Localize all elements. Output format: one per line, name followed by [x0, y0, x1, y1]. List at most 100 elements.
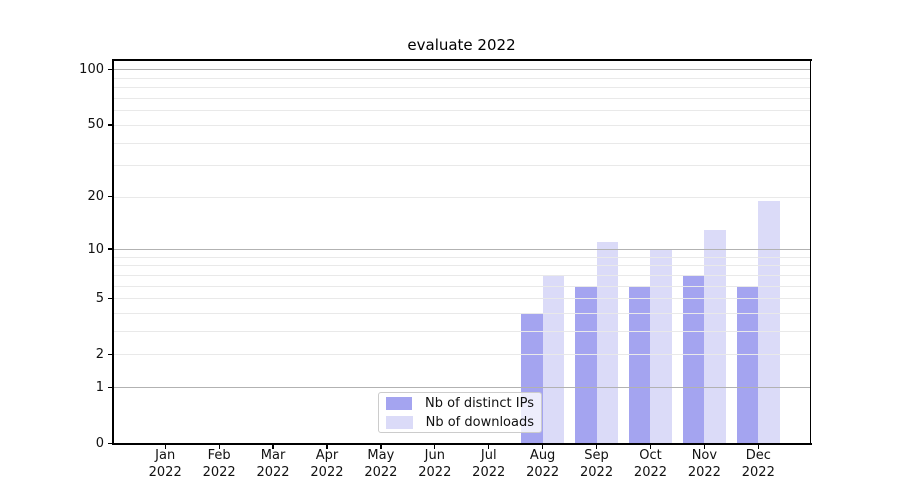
x-tick-label-year: 2022: [364, 464, 398, 480]
gridline-minor: [113, 165, 810, 167]
y-tick-label: 2: [95, 346, 104, 362]
x-tick-label: May 2022: [348, 448, 414, 481]
bar-distinct-ips-nov: [682, 274, 705, 444]
gridline-minor: [113, 265, 810, 267]
gridline-minor: [113, 256, 810, 258]
legend-swatch-downloads-icon: [386, 415, 413, 429]
x-tick-label-month: Jan: [155, 448, 176, 463]
x-tick-label: Jan 2022: [132, 448, 198, 481]
y-tick-label: 1: [95, 379, 104, 395]
gridline-minor: [113, 98, 810, 100]
x-tick-label-year: 2022: [526, 464, 560, 480]
y-tick-label: 50: [87, 117, 104, 133]
x-tick: [595, 444, 598, 449]
x-tick-label-year: 2022: [472, 464, 506, 480]
legend-label-distinct-ips: Nb of distinct IPs: [425, 395, 534, 411]
x-tick-label: Jun 2022: [402, 448, 468, 481]
x-tick: [703, 444, 706, 449]
x-tick: [434, 444, 436, 449]
gridline-minor: [113, 142, 810, 144]
x-tick-label: Dec 2022: [725, 448, 791, 481]
y-tick: [108, 124, 113, 126]
gridline-minor: [113, 124, 810, 126]
gridline-minor: [113, 312, 810, 314]
gridline-major: [113, 249, 810, 251]
x-tick-label: Oct 2022: [617, 448, 683, 481]
x-tick-label: Feb 2022: [186, 448, 252, 481]
x-tick-label-year: 2022: [418, 464, 452, 480]
axis-spine-top: [112, 59, 812, 61]
gridline-minor: [113, 298, 810, 300]
bar-downloads-aug: [542, 274, 565, 444]
x-tick-label-month: Sep: [584, 448, 609, 463]
x-tick: [649, 444, 652, 449]
x-tick-label-year: 2022: [202, 464, 236, 480]
y-tick: [108, 68, 113, 71]
y-tick-label: 10: [87, 241, 104, 257]
x-tick-label-month: Mar: [260, 448, 286, 463]
x-tick-label: Mar 2022: [240, 448, 306, 481]
gridline-major: [113, 387, 810, 389]
x-tick: [757, 444, 760, 449]
legend-swatch-distinct-ips-icon: [386, 396, 413, 410]
x-tick: [164, 444, 166, 449]
gridline-minor: [113, 110, 810, 112]
x-tick-label: Jul 2022: [456, 448, 522, 481]
y-tick: [108, 386, 113, 388]
x-tick-label: Aug 2022: [510, 448, 576, 481]
x-tick-label-year: 2022: [148, 464, 182, 480]
bar-downloads-dec: [758, 200, 781, 444]
x-tick-label-year: 2022: [741, 464, 775, 480]
x-tick-label-month: Jul: [480, 448, 497, 463]
x-tick: [380, 444, 382, 449]
y-tick: [108, 353, 113, 355]
legend-label-downloads: Nb of downloads: [425, 414, 534, 430]
x-tick-label-month: Apr: [315, 448, 339, 463]
x-tick: [488, 444, 490, 449]
x-tick-label-month: Dec: [745, 448, 771, 463]
bar-distinct-ips-sep: [574, 285, 597, 444]
axis-spine-left: [112, 59, 114, 445]
bar-downloads-sep: [596, 242, 619, 444]
bar-distinct-ips-dec: [736, 285, 759, 444]
bar-downloads-nov: [704, 229, 727, 444]
y-tick: [108, 442, 113, 444]
x-tick-label-month: May: [367, 448, 395, 463]
bar-downloads-oct: [650, 249, 673, 444]
x-tick-label: Nov 2022: [671, 448, 737, 481]
gridline-minor: [113, 285, 810, 287]
x-tick-label-year: 2022: [310, 464, 344, 480]
gridline-major: [113, 69, 810, 71]
x-tick-label-year: 2022: [687, 464, 721, 480]
legend-item-downloads: Nb of downloads: [386, 415, 534, 430]
x-tick: [272, 444, 274, 449]
gridline-minor: [113, 331, 810, 333]
x-tick-label-year: 2022: [633, 464, 668, 480]
x-tick-label-month: Oct: [639, 448, 662, 463]
x-tick-label: Apr 2022: [294, 448, 360, 481]
chart-title: evaluate 2022: [407, 36, 516, 54]
y-tick-label: 0: [95, 435, 104, 451]
y-tick: [108, 297, 113, 299]
x-tick-label-month: Feb: [207, 448, 231, 463]
legend-item-distinct-ips: Nb of distinct IPs: [386, 396, 534, 411]
axis-spine-bottom: [112, 443, 812, 445]
y-tick: [108, 196, 113, 198]
x-tick-label-year: 2022: [580, 464, 614, 480]
bar-distinct-ips-oct: [628, 285, 651, 444]
gridline-minor: [113, 87, 810, 89]
y-tick: [108, 248, 113, 250]
x-tick-label-year: 2022: [256, 464, 290, 480]
y-tick-label: 20: [87, 189, 104, 205]
x-tick-label: Sep 2022: [564, 448, 630, 481]
gridline-minor: [113, 354, 810, 356]
x-tick: [542, 444, 544, 449]
x-tick: [218, 444, 220, 449]
axis-spine-right: [809, 59, 812, 445]
gridline-minor: [113, 274, 810, 276]
legend: Nb of distinct IPs Nb of downloads: [378, 392, 542, 433]
x-tick-label-month: Nov: [691, 448, 718, 463]
y-tick-label: 100: [79, 61, 104, 77]
x-tick: [326, 444, 328, 449]
